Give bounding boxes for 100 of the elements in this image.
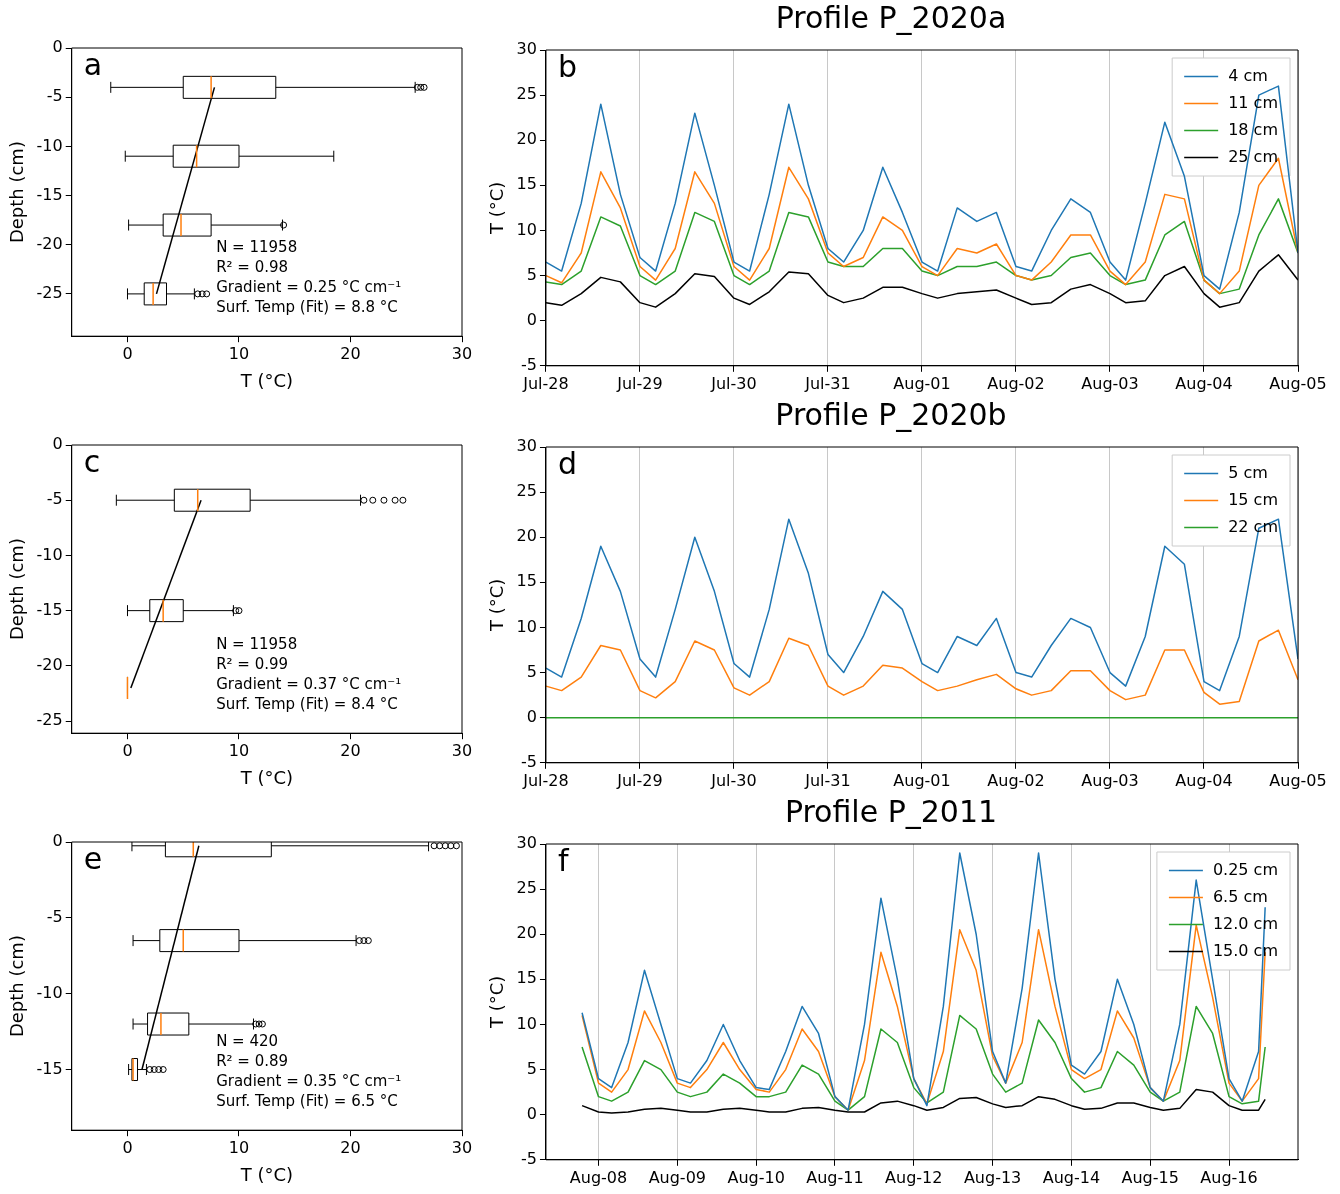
x-tick-label: Aug-14	[1042, 1167, 1101, 1187]
x-tick-label: Jul-30	[710, 770, 757, 790]
x-tick-label: 0	[122, 740, 133, 760]
x-tick-label: Aug-02	[987, 373, 1045, 393]
x-tick-label: Aug-02	[987, 770, 1045, 790]
y-tick-label: 30	[516, 39, 537, 59]
x-tick-label: Aug-04	[1175, 373, 1233, 393]
annotation: Gradient = 0.35 °C cm⁻¹	[216, 1072, 402, 1091]
y-axis-title: Depth (cm)	[6, 141, 28, 244]
annotation: N = 420	[216, 1032, 279, 1051]
annotation: Gradient = 0.37 °C cm⁻¹	[216, 675, 402, 694]
y-tick-label: 25	[516, 84, 537, 104]
x-tick-label: 10	[228, 1137, 250, 1157]
x-tick-label: Aug-03	[1081, 770, 1139, 790]
y-tick-label: -5	[46, 907, 63, 926]
x-tick-label: 20	[340, 740, 361, 760]
x-tick-label: Aug-08	[569, 1167, 628, 1187]
annotation: e	[83, 840, 103, 876]
y-tick-label: -10	[36, 544, 63, 564]
y-tick-label: -5	[46, 489, 63, 509]
x-tick-label: Aug-03	[1081, 373, 1139, 393]
y-tick-label: -5	[521, 1148, 537, 1168]
x-tick-label: Aug-05	[1269, 770, 1327, 790]
y-tick-label: 15	[516, 571, 537, 591]
x-axis-title: T (°C)	[239, 766, 294, 788]
y-tick-label: -25	[36, 283, 63, 303]
y-tick-label: 10	[516, 616, 537, 636]
x-tick-label: Jul-30	[710, 373, 757, 393]
y-axis-title: Depth (cm)	[6, 935, 28, 1038]
x-tick-label: Aug-05	[1269, 373, 1327, 393]
y-tick-label: -15	[36, 599, 63, 619]
chart-title: Profile P_2020b	[775, 396, 1007, 432]
legend-label: 15 cm	[1228, 489, 1278, 509]
y-tick-label: 0	[52, 831, 63, 851]
x-tick-label: 30	[451, 1137, 473, 1157]
annotation: N = 11958	[216, 635, 298, 654]
y-tick-label: 0	[526, 309, 537, 329]
y-tick-label: -20	[36, 655, 63, 674]
x-tick-label: Jul-28	[522, 770, 569, 790]
legend-label: 6.5 cm	[1212, 886, 1268, 906]
x-tick-label: Jul-31	[804, 770, 851, 790]
x-tick-label: 10	[228, 740, 250, 760]
x-tick-label: Aug-11	[806, 1167, 864, 1187]
y-tick-label: -5	[521, 751, 537, 771]
x-tick-label: 0	[122, 1137, 133, 1157]
y-tick-label: -5	[46, 86, 63, 106]
x-tick-label: Jul-28	[522, 373, 569, 393]
annotation: N = 11958	[216, 238, 298, 257]
legend-label: 18 cm	[1228, 119, 1278, 139]
x-tick-label: Aug-04	[1175, 770, 1233, 790]
x-tick-label: 10	[228, 343, 250, 363]
annotation: Surf. Temp (Fit) = 8.4 °C	[216, 695, 398, 714]
y-tick-label: 25	[516, 878, 537, 898]
legend-label: 4 cm	[1228, 65, 1268, 85]
y-tick-label: 10	[516, 219, 537, 239]
y-tick-label: 5	[526, 264, 537, 284]
legend-label: 25 cm	[1228, 146, 1278, 166]
x-axis-title: T (°C)	[239, 1163, 294, 1185]
x-tick-label: Jul-29	[616, 373, 663, 393]
y-tick-label: 10	[516, 1013, 537, 1033]
y-tick-label: 15	[516, 174, 537, 194]
x-tick-label: 30	[451, 740, 473, 760]
y-axis-title: T (°C)	[486, 578, 508, 633]
y-tick-label: 0	[526, 706, 537, 726]
y-tick-label: -5	[521, 354, 537, 374]
x-tick-label: Aug-01	[893, 373, 951, 393]
y-tick-label: 25	[516, 481, 537, 501]
x-tick-label: Aug-01	[893, 770, 951, 790]
y-axis-title: T (°C)	[486, 975, 508, 1030]
x-tick-label: 20	[340, 343, 361, 363]
legend-label: 0.25 cm	[1212, 859, 1278, 879]
x-tick-label: Aug-09	[648, 1167, 707, 1187]
x-tick-label: Aug-13	[963, 1167, 1022, 1187]
x-tick-label: Jul-31	[804, 373, 851, 393]
y-tick-label: -15	[36, 1058, 63, 1078]
annotation: Surf. Temp (Fit) = 8.8 °C	[216, 298, 398, 317]
annotation: R² = 0.98	[216, 258, 289, 277]
annotation: c	[83, 443, 101, 479]
y-tick-label: 30	[516, 833, 537, 853]
annotation: f	[557, 842, 570, 878]
y-axis-title: T (°C)	[486, 181, 508, 236]
annotation: d	[557, 445, 578, 481]
y-tick-label: 0	[52, 434, 63, 454]
x-tick-label: Aug-12	[885, 1167, 943, 1187]
y-tick-label: -10	[36, 135, 63, 155]
chart-title: Profile P_2020a	[775, 0, 1007, 35]
x-tick-label: 0	[122, 343, 133, 363]
annotation: Gradient = 0.25 °C cm⁻¹	[216, 278, 402, 297]
annotation: Surf. Temp (Fit) = 6.5 °C	[216, 1092, 398, 1111]
x-tick-label: Aug-15	[1121, 1167, 1179, 1187]
x-tick-label: 30	[451, 343, 473, 363]
x-tick-label: 20	[340, 1137, 361, 1157]
y-tick-label: -25	[36, 710, 63, 730]
y-tick-label: 20	[516, 923, 537, 943]
annotation: b	[557, 48, 578, 84]
annotation: R² = 0.89	[216, 1052, 289, 1071]
legend-label: 5 cm	[1228, 462, 1268, 482]
annotation: a	[83, 46, 103, 82]
y-tick-label: -20	[36, 233, 63, 253]
y-tick-label: 15	[516, 968, 537, 988]
